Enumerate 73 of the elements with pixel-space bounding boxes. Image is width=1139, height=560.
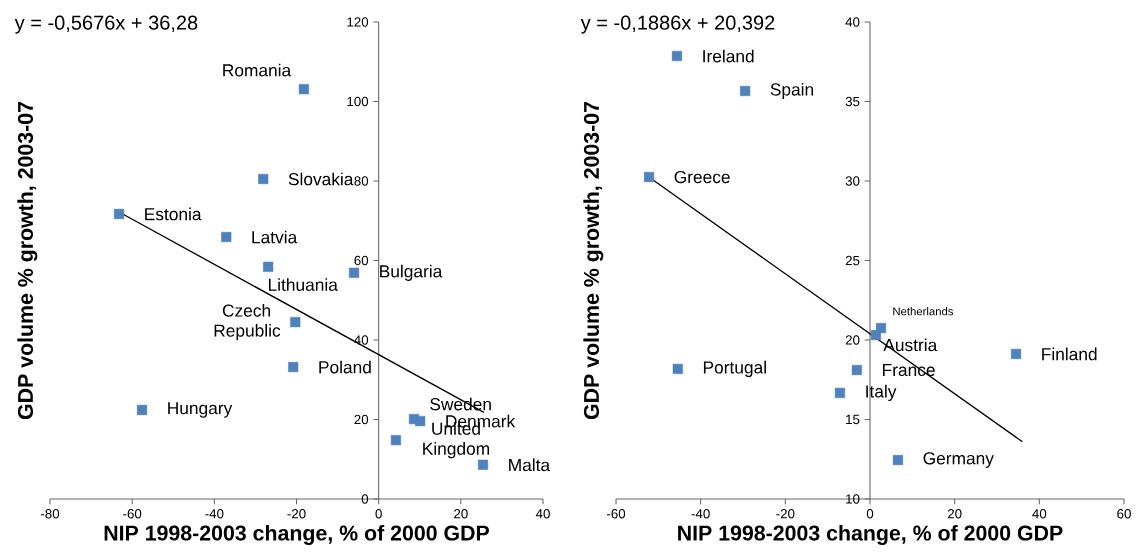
point	[263, 261, 274, 272]
annotation: Malta	[509, 458, 551, 472]
x-axis-title: NIP 1998-2003 change, % of 2000 GDP	[104, 524, 489, 545]
x-tick-label: 40	[535, 509, 550, 519]
point	[643, 171, 655, 183]
y-tick-label: 25	[845, 255, 860, 266]
x-tick-label: -40	[691, 509, 710, 519]
y-axis-title: GDP volume % growth, 2003-07	[583, 102, 604, 420]
y-tick-label: 20	[845, 335, 860, 345]
x-tick-label: -80	[40, 509, 60, 519]
y-tick-label: 15	[846, 414, 860, 425]
x-tick-label: -60	[606, 509, 626, 519]
point	[851, 364, 862, 376]
annotation: Ireland	[703, 49, 754, 63]
x-tick-label: -20	[287, 509, 306, 519]
y-tick-label: 120	[347, 17, 369, 27]
annotation: Netherlands	[893, 307, 954, 316]
annotation: Poland	[319, 360, 371, 374]
x-tick-label: 20	[454, 509, 468, 519]
annotation: Lithuania	[268, 278, 338, 291]
annotation: Italy	[866, 384, 897, 402]
point	[834, 387, 846, 399]
point	[1010, 348, 1022, 360]
point	[870, 329, 881, 341]
x-axis-title: NIP 1998-2003 change, % of 2000 GDP	[678, 524, 1063, 545]
x-tick-label: 20	[947, 509, 962, 519]
annotation: Austria	[883, 338, 938, 352]
y-tick-label: 40	[845, 17, 860, 27]
point	[348, 267, 360, 278]
point	[415, 416, 426, 427]
point	[221, 231, 232, 243]
annotation: Bulgaria	[380, 264, 443, 281]
annotation: Greece	[674, 170, 730, 184]
x-tick-label: 40	[1032, 509, 1047, 519]
y-axis-title: GDP volume % growth, 2003-07	[17, 102, 38, 420]
annotation: Slovakia	[288, 172, 354, 186]
annotation: y = -0,1886x + 20,392	[580, 15, 775, 34]
point	[892, 454, 904, 466]
x-tick-label: -20	[776, 509, 795, 519]
point	[288, 361, 299, 373]
point	[298, 84, 309, 95]
y-tick-label: 30	[845, 176, 860, 186]
y-tick-label: 0	[361, 494, 369, 504]
point	[477, 459, 489, 470]
y-tick-label: 35	[845, 96, 860, 107]
y-tick-label: 20	[354, 414, 369, 425]
y-tick-label: 60	[354, 255, 369, 266]
annotation: Spain	[770, 82, 814, 100]
y-tick-label: 10	[846, 494, 860, 504]
point	[113, 208, 125, 220]
y-tick-label: 100	[347, 96, 369, 107]
x-tick-label: 0	[375, 509, 382, 519]
annotation: Hungary	[168, 402, 233, 418]
annotation: y = -0,5676x + 36,28	[14, 15, 198, 34]
annotation: Portugal	[703, 360, 766, 377]
x-tick-label: -60	[123, 509, 142, 519]
annotation: Estonia	[145, 207, 202, 221]
x-tick-label: 0	[866, 509, 874, 519]
annotation: Finland	[1042, 347, 1097, 361]
point	[672, 363, 683, 374]
annotation: Romania	[223, 63, 292, 77]
annotation: Germany	[923, 452, 994, 468]
point	[258, 173, 269, 185]
x-tick-label: 60	[1117, 509, 1131, 519]
annotation: Latvia	[252, 230, 298, 244]
point	[740, 85, 751, 97]
x-tick-label: -40	[205, 509, 224, 519]
point	[290, 317, 301, 328]
point	[390, 435, 401, 446]
point	[671, 50, 683, 62]
y-tick-label: 80	[354, 176, 369, 186]
annotation: Czech Republic	[214, 304, 281, 341]
point	[136, 404, 148, 416]
